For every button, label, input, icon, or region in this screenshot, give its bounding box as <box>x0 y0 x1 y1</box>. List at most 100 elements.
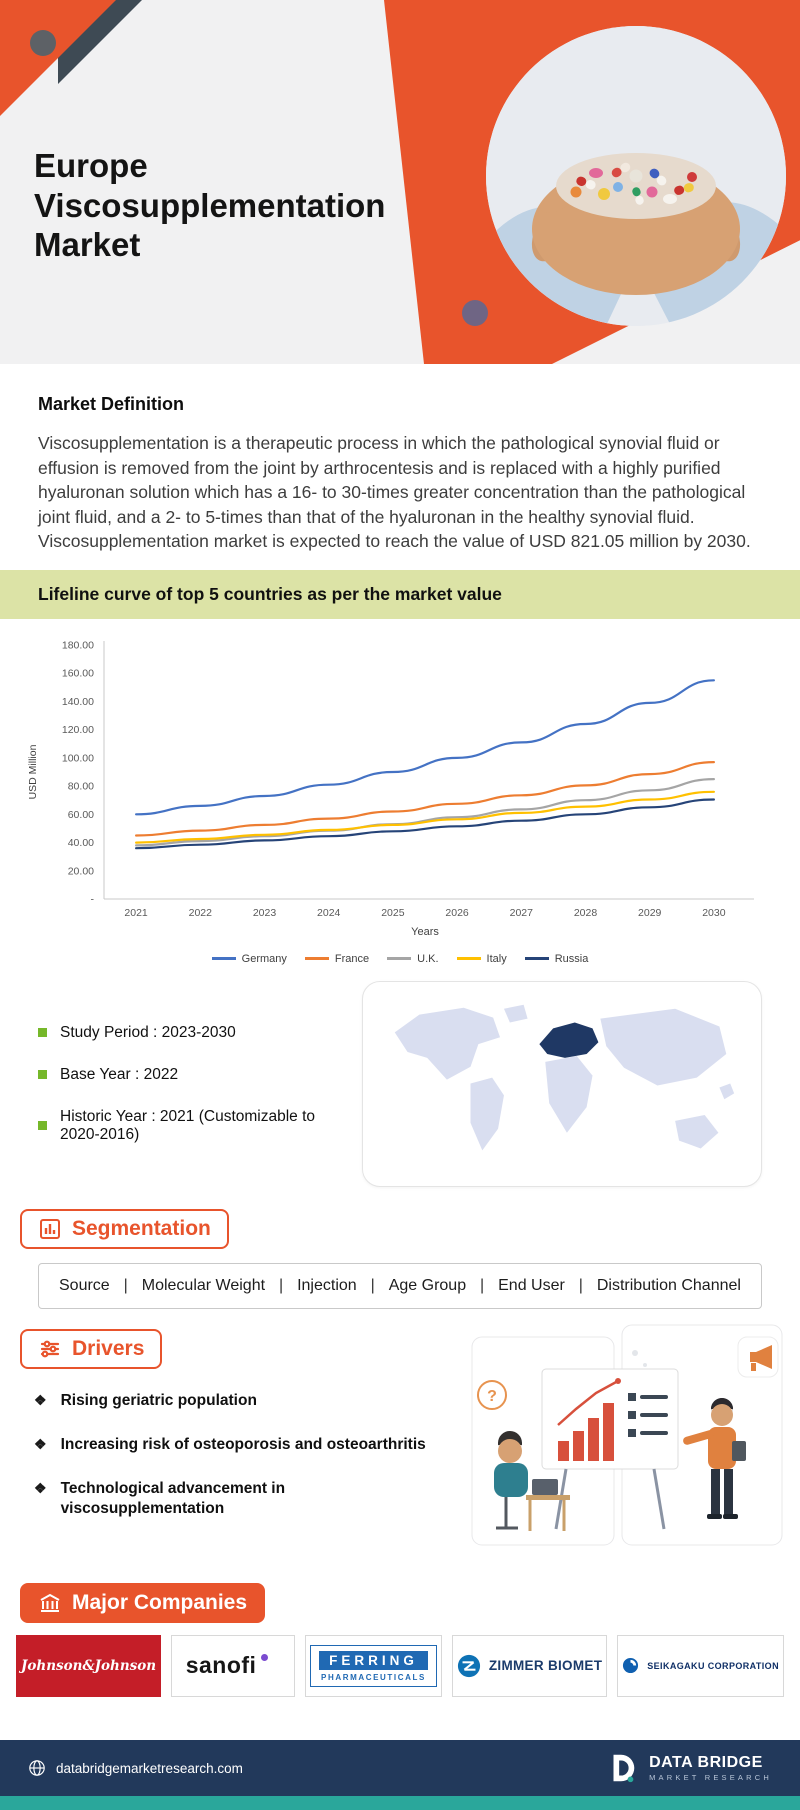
drivers-title: Drivers <box>72 1336 145 1360</box>
definition-heading: Market Definition <box>38 394 185 414</box>
legend-line-swatch <box>456 957 481 960</box>
footer: databridgemarketresearch.com DATA BRIDGE… <box>0 1740 800 1796</box>
decorative-gray-circle <box>30 30 56 56</box>
definition-body: Viscosupplementation is a therapeutic pr… <box>38 433 751 551</box>
seikagaku-wordmark: SEIKAGAKU CORPORATION <box>647 1660 779 1671</box>
world-map <box>394 1004 735 1150</box>
svg-text:2024: 2024 <box>317 907 341 919</box>
svg-text:120.00: 120.00 <box>62 724 94 736</box>
major-companies-header-row: Major Companies <box>0 1582 800 1623</box>
segment-injection: Injection <box>297 1276 357 1294</box>
separator: | <box>578 1276 583 1294</box>
map-card <box>362 980 762 1187</box>
major-companies-header: Major Companies <box>20 1582 266 1623</box>
base-year-text: Base Year : 2022 <box>60 1065 179 1083</box>
hands-pills-illustration <box>486 26 786 326</box>
green-square-bullet <box>38 1070 47 1079</box>
svg-text:80.00: 80.00 <box>68 780 94 792</box>
segment-age-group: Age Group <box>388 1276 467 1294</box>
svg-text:60.00: 60.00 <box>68 808 94 820</box>
svg-text:20.00: 20.00 <box>68 865 94 877</box>
ferring-wordmark: FERRING <box>319 1650 428 1670</box>
legend-line-swatch <box>211 957 236 960</box>
ferring-subtitle: PHARMACEUTICALS <box>321 1672 426 1682</box>
brand-name: DATA BRIDGE <box>649 1753 763 1771</box>
drivers-icon <box>40 1340 60 1357</box>
svg-text:180.00: 180.00 <box>62 639 94 651</box>
sanofi-wordmark: sanofi <box>185 1652 257 1678</box>
study-info-section: Study Period : 2023-2030 Base Year : 202… <box>0 969 800 1189</box>
logo-sanofi: sanofi <box>171 1634 296 1697</box>
segment-end-user: End User <box>498 1276 565 1294</box>
footer-brand-group: DATA BRIDGE MARKET RESEARCH <box>605 1751 772 1785</box>
svg-text:40.00: 40.00 <box>68 837 94 849</box>
segmentation-header: Segmentation <box>20 1208 229 1249</box>
seikagaku-icon <box>623 1657 639 1674</box>
segmentation-icon <box>40 1218 60 1239</box>
green-square-bullet <box>38 1121 47 1130</box>
page-title: Europe Viscosupplementation Market <box>34 147 386 264</box>
legend-label: Germany <box>241 952 287 965</box>
segment-distribution-channel: Distribution Channel <box>596 1276 741 1294</box>
building-icon <box>40 1593 60 1612</box>
drivers-illustration: ? <box>470 1321 786 1559</box>
legend-label: France <box>334 952 370 965</box>
footer-brand-text: DATA BRIDGE MARKET RESEARCH <box>649 1754 772 1783</box>
question-mark: ? <box>487 1388 497 1405</box>
legend-item-uk: U.K. <box>387 953 439 965</box>
brand-subtitle: MARKET RESEARCH <box>649 1773 772 1783</box>
legend-line-swatch <box>524 957 549 960</box>
market-definition-section: Market Definition Viscosupplementation i… <box>0 364 800 558</box>
footer-website[interactable]: databridgemarketresearch.com <box>56 1760 243 1776</box>
drivers-section: Drivers ❖ Rising geriatric population ❖ … <box>0 1324 800 1567</box>
svg-text:100.00: 100.00 <box>62 752 94 764</box>
svg-text:2027: 2027 <box>510 907 534 919</box>
legend-item-france: France <box>304 952 370 965</box>
legend-line-swatch <box>304 957 329 960</box>
segmentation-row: Source | Molecular Weight | Injection | … <box>38 1262 762 1309</box>
major-companies-title: Major Companies <box>72 1590 248 1614</box>
segment-source: Source <box>59 1276 110 1294</box>
chart-legend: Germany France U.K. Italy Russia <box>12 953 788 965</box>
legend-label: Russia <box>554 952 589 965</box>
diamond-bullet: ❖ <box>34 1479 47 1496</box>
legend-line-swatch <box>387 957 412 960</box>
header: Europe Viscosupplementation Market <box>0 0 800 364</box>
svg-text:2025: 2025 <box>381 907 405 919</box>
base-year-item: Base Year : 2022 <box>38 1066 340 1084</box>
legend-item-germany: Germany <box>211 952 287 965</box>
svg-text:140.00: 140.00 <box>62 695 94 707</box>
svg-text:Years: Years <box>411 926 439 938</box>
drivers-header: Drivers <box>20 1328 163 1369</box>
driver-item: ❖ Rising geriatric population <box>34 1391 504 1411</box>
driver-text: Rising geriatric population <box>60 1391 257 1409</box>
separator: | <box>123 1276 128 1294</box>
corner-orange-triangle <box>0 0 116 116</box>
segmentation-header-row: Segmentation <box>0 1208 800 1249</box>
logo-johnson-and-johnson: Johnson&Johnson <box>16 1634 162 1697</box>
footer-strip <box>0 1796 800 1810</box>
segmentation-title: Segmentation <box>72 1216 211 1240</box>
chart-section: 180.00 160.00 140.00 120.00 100.00 80.00 60.00… <box>0 619 800 969</box>
ferring-frame: FERRING PHARMACEUTICALS <box>310 1644 437 1687</box>
logo-zimmer-biomet: ZIMMER BIOMET <box>451 1634 608 1697</box>
diamond-bullet: ❖ <box>34 1435 47 1452</box>
svg-text:2029: 2029 <box>638 907 662 919</box>
separator: | <box>370 1276 375 1294</box>
segment-molecular-weight: Molecular Weight <box>141 1276 266 1294</box>
spacer <box>0 1697 800 1741</box>
sanofi-purple-dot <box>261 1654 269 1661</box>
svg-text:2030: 2030 <box>702 907 726 919</box>
svg-text:USD Million: USD Million <box>27 744 39 799</box>
decorative-purple-circle <box>462 300 488 326</box>
study-info-list: Study Period : 2023-2030 Base Year : 202… <box>38 1000 340 1168</box>
study-period-item: Study Period : 2023-2030 <box>38 1024 340 1042</box>
driver-item: ❖ Technological advancement in viscosupp… <box>34 1479 504 1519</box>
logo-seikagaku: SEIKAGAKU CORPORATION <box>617 1634 784 1697</box>
svg-text:2021: 2021 <box>124 907 148 919</box>
green-square-bullet <box>38 1028 47 1037</box>
data-bridge-logo-icon <box>613 1754 635 1783</box>
company-logos-row: Johnson&Johnson sanofi FERRING PHARMACEU… <box>16 1634 784 1697</box>
historic-year-text: Historic Year : 2021 (Customizable to 20… <box>60 1107 316 1143</box>
